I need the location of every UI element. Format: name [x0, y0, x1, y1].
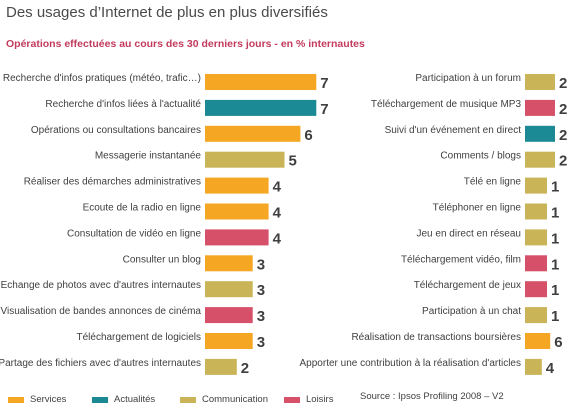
value-label: 2	[559, 127, 567, 144]
chart-title: Des usages d’Internet de plus en plus di…	[6, 4, 328, 21]
category-label: Recherche d'infos pratiques (météo, traf…	[3, 73, 201, 84]
category-label: Réalisation de transactions boursières	[351, 332, 521, 343]
bar	[205, 255, 253, 272]
category-label: Messagerie instantanée	[95, 151, 202, 162]
value-label: 1	[551, 308, 559, 325]
value-label: 4	[273, 205, 282, 222]
legend-swatch-services	[8, 396, 24, 403]
category-label: Partage des fichiers avec d'autres inter…	[0, 358, 201, 369]
category-label: Ecoute de la radio en ligne	[83, 203, 202, 214]
value-label: 1	[551, 230, 559, 247]
category-label: Echange de photos avec d'autres internau…	[1, 280, 201, 291]
value-label: 1	[551, 205, 559, 222]
category-label: Suivi d'un événement en direct	[385, 125, 522, 136]
value-label: 5	[289, 153, 297, 170]
value-label: 3	[257, 308, 265, 325]
category-label: Consultation de vidéo en ligne	[67, 228, 201, 239]
legend-item-communication: Communication	[180, 394, 268, 405]
bar	[205, 281, 253, 298]
bar	[525, 99, 555, 116]
bar	[525, 333, 551, 349]
bar	[205, 358, 237, 375]
bar	[525, 151, 555, 168]
bar	[205, 125, 301, 142]
value-label: 2	[559, 101, 567, 118]
legend-label-loisirs: Loisirs	[306, 394, 334, 405]
bar	[525, 307, 547, 324]
legend-item-services: Services	[8, 394, 66, 405]
category-label: Téléphoner en ligne	[433, 203, 522, 214]
bar	[205, 99, 317, 116]
category-label: Télé en ligne	[464, 177, 522, 188]
category-label: Téléchargement de musique MP3	[371, 99, 522, 110]
bar	[525, 358, 542, 375]
value-label: 1	[551, 282, 559, 299]
category-label: Téléchargement de logiciels	[76, 332, 201, 343]
legend-swatch-loisirs	[284, 396, 300, 403]
category-label: Opérations ou consultations bancaires	[31, 125, 201, 136]
bar	[525, 125, 555, 142]
category-label: Visualisation de bandes annonces de ciné…	[0, 306, 201, 317]
category-label: Téléchargement de jeux	[414, 280, 521, 291]
bar	[525, 177, 547, 194]
value-label: 1	[551, 256, 559, 273]
value-label: 3	[257, 334, 265, 351]
bar	[525, 281, 547, 298]
category-label: Jeu en direct en réseau	[416, 228, 521, 239]
bar	[205, 307, 253, 324]
value-label: 7	[320, 75, 328, 92]
category-label: Réaliser des démarches administratives	[24, 177, 201, 188]
bar	[525, 229, 547, 246]
bar	[205, 229, 269, 246]
category-label: Recherche d'infos liées à l'actualité	[45, 99, 201, 110]
bar	[525, 203, 547, 220]
bar	[205, 203, 269, 220]
category-label: Téléchargement vidéo, film	[401, 254, 521, 265]
legend-swatch-actualites	[92, 396, 108, 403]
value-label: 4	[273, 179, 282, 196]
legend: Services Actualités Communication Loisir…	[0, 394, 580, 410]
legend-swatch-communication	[180, 396, 196, 403]
bar-panel-right: Participation à un forum 2 Téléchargement …	[300, 73, 568, 377]
value-label: 2	[559, 75, 567, 92]
category-label: Consulter un blog	[123, 254, 201, 265]
chart-subtitle: Opérations effectuées au cours des 30 de…	[6, 38, 365, 50]
legend-item-actualites: Actualités	[92, 394, 155, 405]
bar	[205, 177, 269, 194]
legend-label-services: Services	[30, 394, 67, 405]
bar	[205, 333, 253, 349]
source-note: Source : Ipsos Profiling 2008 – V2	[360, 391, 504, 402]
value-label: 2	[559, 153, 567, 170]
category-label: Apporter une contribution à la réalisati…	[300, 358, 521, 369]
bar-chart: Recherche d'infos pratiques (météo, traf…	[0, 73, 568, 377]
value-label: 2	[241, 360, 249, 377]
category-label: Participation à un forum	[415, 73, 521, 84]
value-label: 4	[546, 360, 555, 377]
bar	[205, 74, 317, 90]
value-label: 1	[551, 179, 559, 196]
bar	[525, 255, 547, 272]
bar-panel-left: Recherche d'infos pratiques (météo, traf…	[0, 73, 329, 377]
legend-item-loisirs: Loisirs	[284, 394, 333, 405]
value-label: 7	[320, 101, 328, 118]
legend-label-communication: Communication	[202, 394, 268, 405]
value-label: 3	[257, 282, 265, 299]
bar	[205, 151, 285, 168]
bar	[525, 74, 555, 90]
value-label: 4	[273, 230, 282, 247]
value-label: 3	[257, 256, 265, 273]
legend-label-actualites: Actualités	[114, 394, 156, 405]
category-label: Comments / blogs	[440, 151, 521, 162]
value-label: 6	[304, 127, 312, 144]
value-label: 6	[554, 334, 562, 351]
category-label: Participation à un chat	[422, 306, 521, 317]
